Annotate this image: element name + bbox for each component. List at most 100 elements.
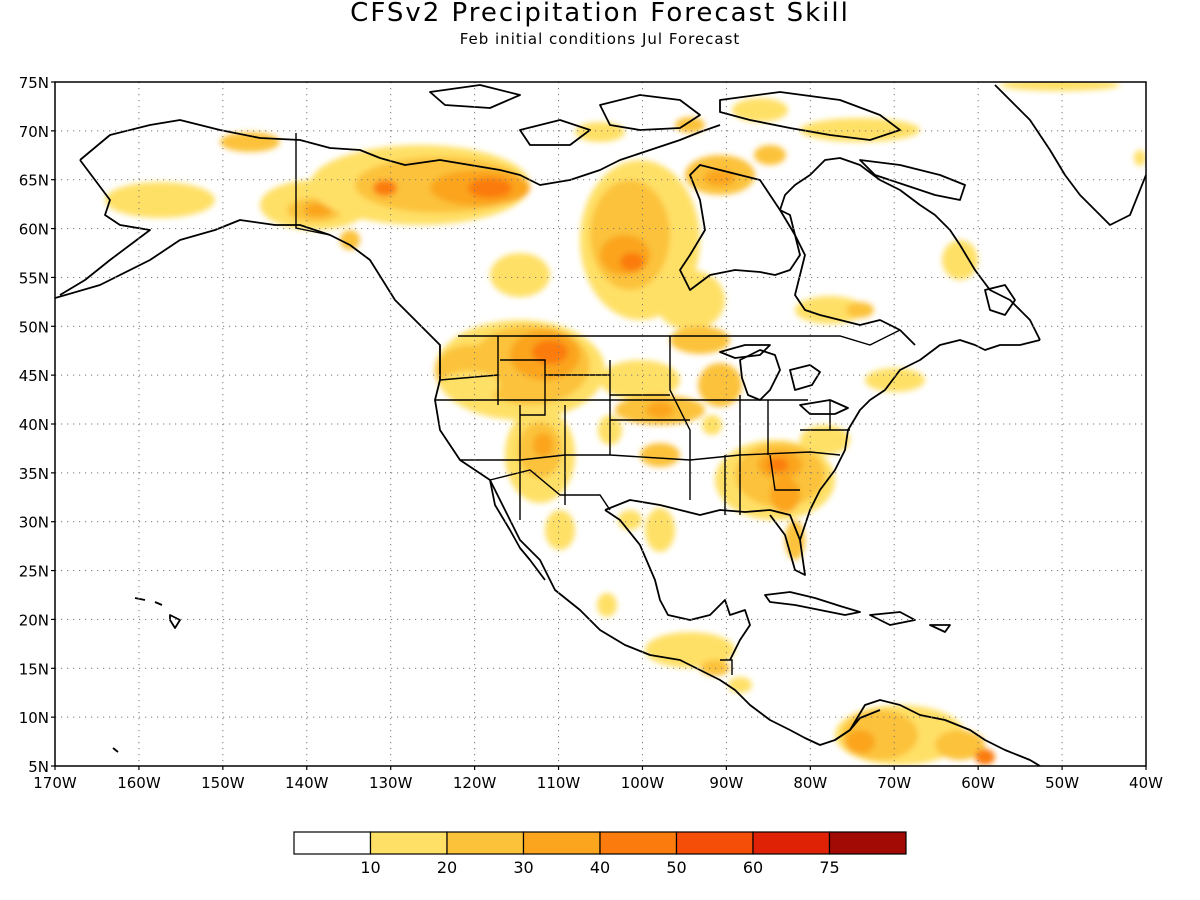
grid-dot bbox=[313, 423, 315, 425]
grid-dot bbox=[1061, 568, 1063, 570]
grid-dot bbox=[222, 568, 224, 570]
grid-dot bbox=[1123, 179, 1125, 181]
grid-dot bbox=[139, 423, 141, 425]
grid-dot bbox=[601, 276, 603, 278]
grid-dot bbox=[725, 274, 727, 276]
grid-dot bbox=[1061, 268, 1063, 270]
grid-dot bbox=[641, 712, 643, 714]
grid-dot bbox=[1045, 179, 1047, 181]
grid-dot bbox=[577, 716, 579, 718]
grid-dot bbox=[893, 598, 895, 600]
grid-dot bbox=[427, 228, 429, 230]
grid-dot bbox=[907, 570, 909, 572]
grid-dot bbox=[558, 412, 560, 414]
grid-dot bbox=[991, 570, 993, 572]
grid-dot bbox=[157, 618, 159, 620]
grid-dot bbox=[138, 490, 140, 492]
grid-dot bbox=[893, 670, 895, 672]
grid-dot bbox=[893, 658, 895, 660]
grid-dot bbox=[1105, 521, 1107, 523]
grid-dot bbox=[163, 570, 165, 572]
grid-dot bbox=[1057, 276, 1059, 278]
grid-dot bbox=[809, 556, 811, 558]
grid-dot bbox=[205, 716, 207, 718]
grid-dot bbox=[977, 484, 979, 486]
grid-dot bbox=[1099, 472, 1101, 474]
grid-dot bbox=[451, 276, 453, 278]
lon-label: 150W bbox=[201, 774, 245, 792]
grid-dot bbox=[457, 179, 459, 181]
grid-dot bbox=[558, 310, 560, 312]
grid-dot bbox=[781, 276, 783, 278]
grid-dot bbox=[1105, 667, 1107, 669]
grid-dot bbox=[727, 325, 729, 327]
grid-dot bbox=[725, 232, 727, 234]
grid-dot bbox=[199, 716, 201, 718]
grid-dot bbox=[715, 570, 717, 572]
grid-dot bbox=[733, 374, 735, 376]
grid-dot bbox=[138, 244, 140, 246]
grid-dot bbox=[474, 652, 476, 654]
grid-dot bbox=[463, 374, 465, 376]
grid-dot bbox=[306, 370, 308, 372]
grid-dot bbox=[223, 423, 225, 425]
grid-dot bbox=[529, 374, 531, 376]
grid-dot bbox=[691, 179, 693, 181]
grid-dot bbox=[703, 276, 705, 278]
grid-dot bbox=[883, 667, 885, 669]
grid-dot bbox=[725, 178, 727, 180]
grid-dot bbox=[295, 716, 297, 718]
grid-dot bbox=[977, 118, 979, 120]
grid-dot bbox=[349, 618, 351, 620]
grid-dot bbox=[1045, 570, 1047, 572]
grid-dot bbox=[601, 228, 603, 230]
grid-dot bbox=[138, 508, 140, 510]
grid-dot bbox=[283, 521, 285, 523]
grid-dot bbox=[493, 716, 495, 718]
grid-dot bbox=[169, 130, 171, 132]
grid-dot bbox=[390, 334, 392, 336]
grid-dot bbox=[641, 586, 643, 588]
grid-dot bbox=[715, 179, 717, 181]
grid-dot bbox=[725, 754, 727, 756]
grid-dot bbox=[865, 276, 867, 278]
grid-dot bbox=[103, 423, 105, 425]
grid-dot bbox=[691, 374, 693, 376]
grid-dot bbox=[871, 521, 873, 523]
grid-dot bbox=[115, 423, 117, 425]
grid-dot bbox=[641, 418, 643, 420]
grid-dot bbox=[679, 276, 681, 278]
grid-dot bbox=[641, 544, 643, 546]
grid-dot bbox=[809, 742, 811, 744]
grid-dot bbox=[835, 276, 837, 278]
grid-dot bbox=[517, 179, 519, 181]
grid-dot bbox=[390, 568, 392, 570]
grid-dot bbox=[61, 667, 63, 669]
grid-dot bbox=[1051, 570, 1053, 572]
grid-dot bbox=[1105, 618, 1107, 620]
grid-dot bbox=[893, 568, 895, 570]
grid-dot bbox=[474, 532, 476, 534]
grid-dot bbox=[641, 640, 643, 642]
grid-dot bbox=[1003, 374, 1005, 376]
grid-dot bbox=[222, 496, 224, 498]
grid-dot bbox=[1061, 610, 1063, 612]
grid-dot bbox=[421, 716, 423, 718]
colorbar-label: 40 bbox=[590, 858, 610, 877]
grid-dot bbox=[517, 423, 519, 425]
grid-dot bbox=[390, 268, 392, 270]
grid-dot bbox=[1061, 520, 1063, 522]
grid-dot bbox=[487, 228, 489, 230]
grid-dot bbox=[931, 374, 933, 376]
grid-dot bbox=[187, 130, 189, 132]
grid-dot bbox=[641, 478, 643, 480]
grid-dot bbox=[277, 716, 279, 718]
grid-dot bbox=[823, 325, 825, 327]
grid-dot bbox=[139, 228, 141, 230]
grid-dot bbox=[265, 228, 267, 230]
grid-dot bbox=[222, 148, 224, 150]
grid-dot bbox=[445, 716, 447, 718]
grid-dot bbox=[559, 276, 561, 278]
grid-dot bbox=[977, 94, 979, 96]
grid-dot bbox=[583, 423, 585, 425]
